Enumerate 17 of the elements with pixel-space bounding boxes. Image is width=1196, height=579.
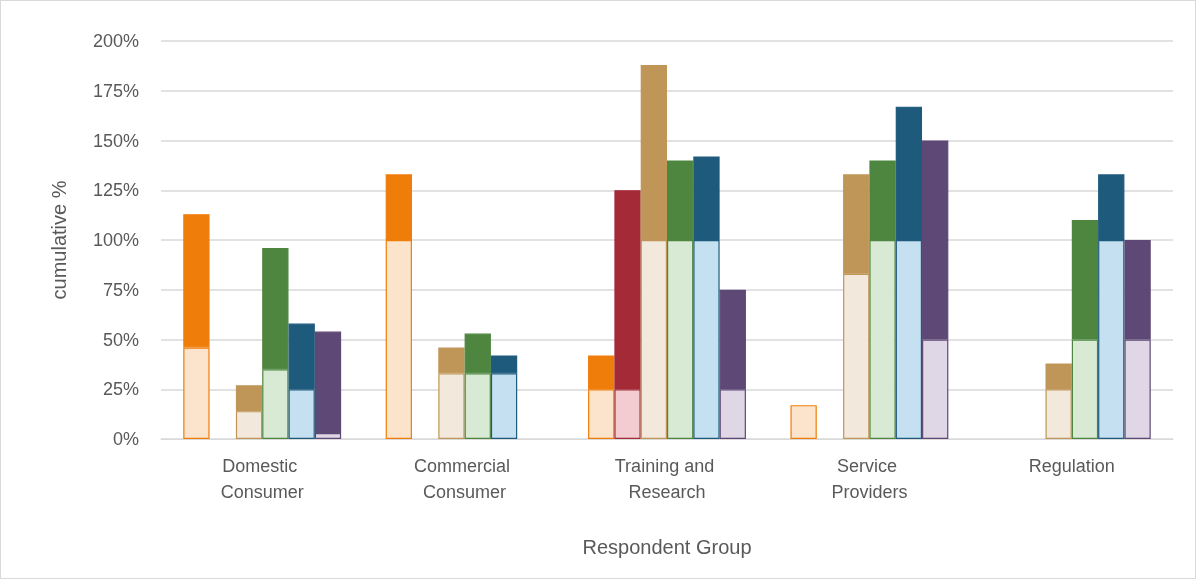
y-tick-label: 200% [92,31,139,51]
y-tick-label: 0% [112,429,139,449]
x-tick-label: Commercial Consumer [414,456,516,502]
x-tick-label: Service Providers [831,456,908,502]
y-tick-label: 150% [92,130,139,151]
y-tick-label: 125% [92,180,139,201]
x-tick-label: Training and Research [614,456,720,502]
x-axis-title: Respondent Group [582,536,752,558]
y-tick-label: 50% [102,329,139,350]
y-tick-label: 25% [102,379,139,400]
y-tick-label: 75% [102,279,139,300]
x-tick-label: Regulation [1028,456,1115,476]
x-tick-label: Domestic Consumer [220,456,304,502]
y-axis-title: cumulative % [48,180,70,300]
y-tick-label: 100% [92,230,139,250]
bar [790,405,817,439]
y-tick-label: 175% [92,80,139,101]
